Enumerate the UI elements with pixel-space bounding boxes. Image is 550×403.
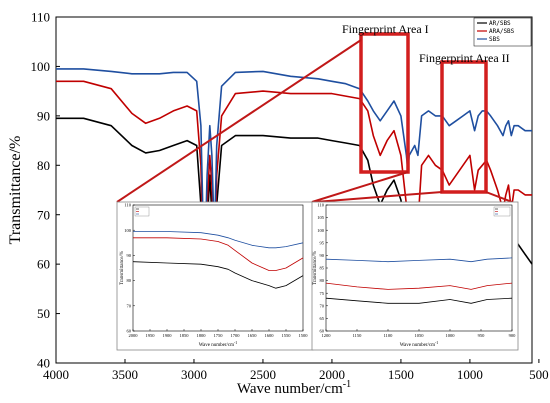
main-y-tick-label: 80 — [37, 158, 50, 173]
inset-2-series-ara-sbs — [325, 282, 513, 290]
inset-2-y-tick-label: 85 — [320, 266, 325, 271]
main-x-tick-label: 3000 — [181, 367, 207, 382]
inset-fingerprint-area-1: 2000 1950 1900 1850 1800 1750 1700 1650 1600 1550… — [116, 201, 314, 351]
inset-1-x-tick-label: 1550 — [282, 333, 292, 338]
main-x-axis-label: Wave number/cm-1 — [237, 379, 351, 397]
inset-1-y-tick-label: 70 — [127, 303, 132, 308]
zoom-line-area-2-right — [485, 191, 513, 203]
main-y-tick-label: 50 — [37, 306, 50, 321]
inset-2-y-tick-label: 90 — [320, 253, 325, 258]
inset-2-background — [311, 201, 519, 351]
fingerprint-area-2-box — [440, 60, 488, 194]
inset-2-legend — [493, 206, 511, 217]
main-y-tick-label: 110 — [31, 10, 50, 25]
inset-2-x-tick-label: 1100 — [384, 333, 394, 338]
main-x-tick-label: 1500 — [388, 367, 414, 382]
main-y-tick-label: 100 — [31, 59, 51, 74]
inset-1-y-axis-label: Transmittance/% — [120, 251, 125, 285]
fingerprint-area-2-label: Fingerprint Area II — [419, 51, 510, 65]
inset-1-series-sbs — [133, 231, 304, 249]
inset-1-x-tick-label: 1700 — [231, 333, 241, 338]
fingerprint-area-1-box — [359, 32, 410, 174]
main-x-tick-label: 3500 — [112, 367, 138, 382]
inset-2-y-tick-label: 95 — [320, 240, 325, 245]
inset-2-y-tick-label: 80 — [320, 278, 325, 283]
fingerprint-annotations: Fingerprint Area I Fingerprint Area II — [116, 22, 513, 203]
inset-1-x-tick-label: 1850 — [180, 333, 190, 338]
inset-2-y-tick-label: 65 — [320, 316, 325, 321]
fingerprint-area-1-label: Fingerprint Area I — [342, 22, 429, 36]
inset-1-series-ara-sbs — [133, 237, 304, 271]
inset-1-x-tick-label: 1750 — [214, 333, 224, 338]
inset-1-x-tick-label: 1500 — [299, 333, 309, 338]
main-x-tick-label: 1000 — [457, 367, 483, 382]
main-y-tick-label: 60 — [37, 257, 50, 272]
inset-1-x-tick-label: 1900 — [163, 333, 173, 338]
main-x-tick-label: 2000 — [319, 367, 345, 382]
zoom-line-area-1-left — [116, 39, 362, 203]
inset-1-x-axis-label: Wave number/cm-1 — [199, 340, 238, 348]
main-x-tick-label: 4000 — [43, 367, 69, 382]
inset-1-series-ar-sbs — [132, 261, 304, 289]
inset-1-axes-ticks: 2000 1950 1900 1850 1800 1750 1700 1650 1600 1550… — [124, 203, 308, 338]
legend: AR/SBS ARA/SBS SBS — [473, 17, 532, 47]
inset-2-y-tick-label: 70 — [320, 303, 325, 308]
inset-1-y-tick-label: 100 — [124, 228, 132, 233]
inset-2-y-tick-label: 60 — [320, 329, 325, 334]
inset-1-y-tick-label: 90 — [127, 253, 132, 258]
inset-2-series-sbs — [325, 257, 513, 263]
inset-1-x-axis-label-text: Wave number/cm — [199, 343, 234, 348]
inset-2-series-lines — [325, 257, 513, 304]
inset-2-x-tick-label: 1000 — [446, 333, 456, 338]
zoom-line-area-1-right — [311, 171, 409, 203]
main-x-axis-label-sup: -1 — [343, 379, 351, 390]
zoom-line-area-2-left — [314, 191, 443, 203]
legend-label-ara-sbs: ARA/SBS — [489, 28, 515, 35]
inset-1-x-tick-label: 2000 — [129, 333, 139, 338]
inset-1-series-lines — [132, 231, 304, 289]
inset-1-x-tick-label: 1600 — [265, 333, 275, 338]
inset-1-legend-box — [134, 206, 150, 217]
main-x-tick-label: 500 — [529, 367, 549, 382]
inset-2-y-tick-label: 100 — [317, 228, 325, 233]
inset-2-x-axis-label-text: Wave number/cm — [400, 343, 435, 348]
inset-1-x-axis-label-sup: -1 — [234, 340, 237, 345]
inset-2-x-tick-label: 950 — [478, 333, 486, 338]
inset-2-y-tick-label: 105 — [317, 215, 325, 220]
inset-2-y-tick-label: 75 — [320, 291, 325, 296]
inset-1-x-tick-label: 1950 — [146, 333, 156, 338]
main-y-tick-label: 90 — [37, 108, 50, 123]
inset-2-x-axis-label-sup: -1 — [435, 340, 438, 345]
inset-1-y-tick-label: 110 — [124, 203, 131, 208]
inset-1-y-tick-label: 60 — [127, 329, 132, 334]
inset-1-y-tick-label: 80 — [127, 278, 132, 283]
main-x-tick-label: 2500 — [250, 367, 276, 382]
main-y-tick-label: 40 — [37, 356, 50, 371]
inset-2-x-tick-label: 900 — [509, 333, 517, 338]
inset-fingerprint-area-2: 1200 1150 1100 1050 1000 950 900 60 65 70 75 80 85 90… — [311, 201, 519, 351]
inset-1-background — [116, 201, 314, 351]
inset-2-x-axis-label: Wave number/cm-1 — [400, 340, 439, 348]
main-axes-ticks: 4000 3500 3000 2500 2000 1500 1000 500 40 50 60 70 8… — [31, 10, 549, 382]
inset-2-y-tick-label: 110 — [317, 203, 324, 208]
main-y-tick-label: 70 — [37, 207, 50, 222]
inset-2-x-tick-label: 1150 — [353, 333, 363, 338]
main-plot-frame — [55, 16, 533, 364]
inset-2-series-ar-sbs — [325, 297, 513, 304]
inset-2-y-axis-label: Transmittance/% — [313, 251, 318, 285]
inset-1-legend — [134, 206, 150, 217]
inset-2-axes-ticks: 1200 1150 1100 1050 1000 950 900 60 65 70 75 80 85 90… — [317, 203, 516, 338]
legend-label-sbs: SBS — [489, 36, 500, 43]
main-x-axis-label-text: Wave number/cm — [237, 381, 343, 397]
inset-2-x-tick-label: 1050 — [415, 333, 425, 338]
inset-2-legend-box — [493, 206, 511, 217]
inset-1-x-tick-label: 1650 — [248, 333, 258, 338]
main-y-axis-label: Transmittance/% — [7, 136, 24, 245]
legend-label-ar-sbs: AR/SBS — [489, 20, 511, 27]
inset-2-x-tick-label: 1200 — [322, 333, 332, 338]
inset-1-x-tick-label: 1800 — [197, 333, 207, 338]
